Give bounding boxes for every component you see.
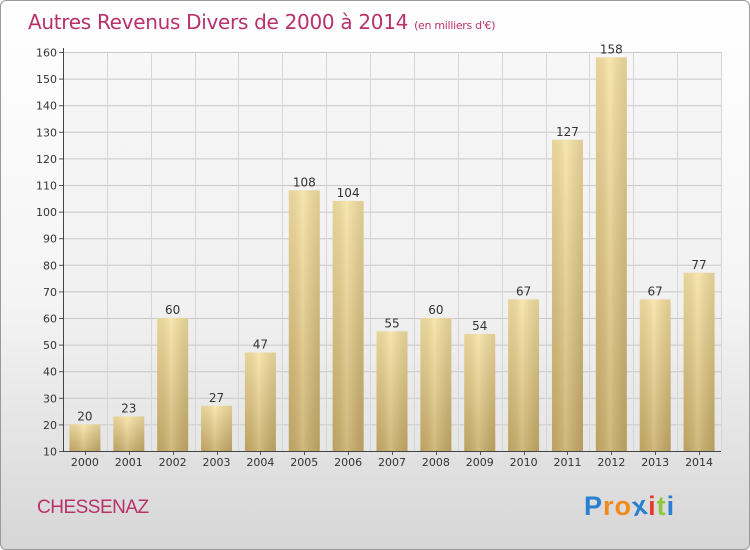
x-tick-label: 2001 — [115, 456, 143, 469]
bar-shade — [244, 352, 276, 451]
data-label: 60 — [165, 303, 180, 317]
x-tick-label: 2010 — [510, 456, 538, 469]
data-label: 47 — [253, 338, 268, 352]
data-label: 127 — [556, 125, 579, 139]
y-tick-label: 80 — [43, 259, 57, 272]
data-label: 27 — [209, 391, 224, 405]
bar-shade — [683, 272, 715, 451]
bar-shade — [288, 190, 320, 451]
y-tick-label: 90 — [43, 233, 57, 246]
bar-shade — [420, 318, 452, 451]
x-tick-label: 2006 — [334, 456, 362, 469]
bar-shade — [595, 57, 627, 451]
data-label: 77 — [691, 258, 706, 272]
y-tick-label: 30 — [43, 392, 57, 405]
logo-letter: i — [666, 491, 676, 521]
bar-shade — [551, 139, 583, 451]
bar-shade — [69, 424, 101, 451]
data-label: 60 — [428, 303, 443, 317]
data-label: 108 — [293, 175, 316, 189]
data-label: 67 — [648, 284, 663, 298]
y-tick-label: 110 — [36, 180, 57, 193]
y-tick-label: 10 — [43, 446, 57, 459]
y-tick-label: 140 — [36, 100, 57, 113]
x-tick-label: 2014 — [685, 456, 713, 469]
logo-letter: o — [614, 491, 633, 521]
bar-shade — [464, 333, 496, 451]
y-tick-label: 50 — [43, 339, 57, 352]
labels: 10 20 30 40 50 60 70 80 90 100 110 120 130 140 150 160 2… — [36, 42, 713, 469]
y-tick-label: 40 — [43, 366, 57, 379]
bar-shade — [332, 200, 364, 451]
x-tick-label: 2008 — [422, 456, 450, 469]
bar-shade — [508, 299, 540, 451]
data-label: 67 — [516, 284, 531, 298]
y-tick-label: 160 — [36, 47, 57, 60]
axes — [59, 48, 721, 455]
bar-shade — [376, 331, 408, 451]
x-tick-label: 2000 — [71, 456, 99, 469]
x-tick-label: 2003 — [203, 456, 231, 469]
chart-title-unit: (en milliers d'€) — [414, 19, 496, 32]
x-tick-label: 2005 — [290, 456, 318, 469]
logo-letter: i — [648, 491, 657, 521]
bar-shade — [157, 318, 189, 451]
y-tick-label: 130 — [36, 126, 57, 139]
logo-letter: r — [603, 491, 615, 521]
chart-title-main: Autres Revenus Divers de 2000 à 2014 — [28, 10, 409, 34]
logo-letter: t — [656, 491, 667, 521]
x-tick-label: 2011 — [553, 456, 581, 469]
chart-title: Autres Revenus Divers de 2000 à 2014 (en … — [28, 10, 496, 34]
data-label: 20 — [77, 409, 92, 423]
bar-shade — [113, 416, 145, 451]
x-tick-label: 2013 — [641, 456, 669, 469]
y-tick-label: 60 — [43, 313, 57, 326]
town-name: CHESSENAZ — [37, 497, 149, 518]
data-label: 23 — [121, 401, 136, 415]
proxiti-logo: Proxiti — [584, 490, 676, 522]
data-label: 55 — [384, 316, 399, 330]
data-label: 158 — [600, 42, 623, 56]
bar-shade — [639, 299, 671, 451]
x-tick-label: 2004 — [246, 456, 274, 469]
x-tick-label: 2012 — [597, 456, 625, 469]
y-tick-label: 20 — [43, 419, 57, 432]
y-tick-label: 150 — [36, 73, 57, 86]
y-tick-label: 100 — [36, 206, 57, 219]
logo-letter: P — [584, 491, 604, 521]
bars — [69, 57, 715, 451]
data-label: 54 — [472, 319, 487, 333]
x-tick-label: 2007 — [378, 456, 406, 469]
y-tick-label: 70 — [43, 286, 57, 299]
data-label: 104 — [337, 186, 360, 200]
x-tick-label: 2002 — [159, 456, 187, 469]
x-tick-label: 2009 — [466, 456, 494, 469]
y-tick-label: 120 — [36, 153, 57, 166]
bar-shade — [201, 405, 233, 451]
